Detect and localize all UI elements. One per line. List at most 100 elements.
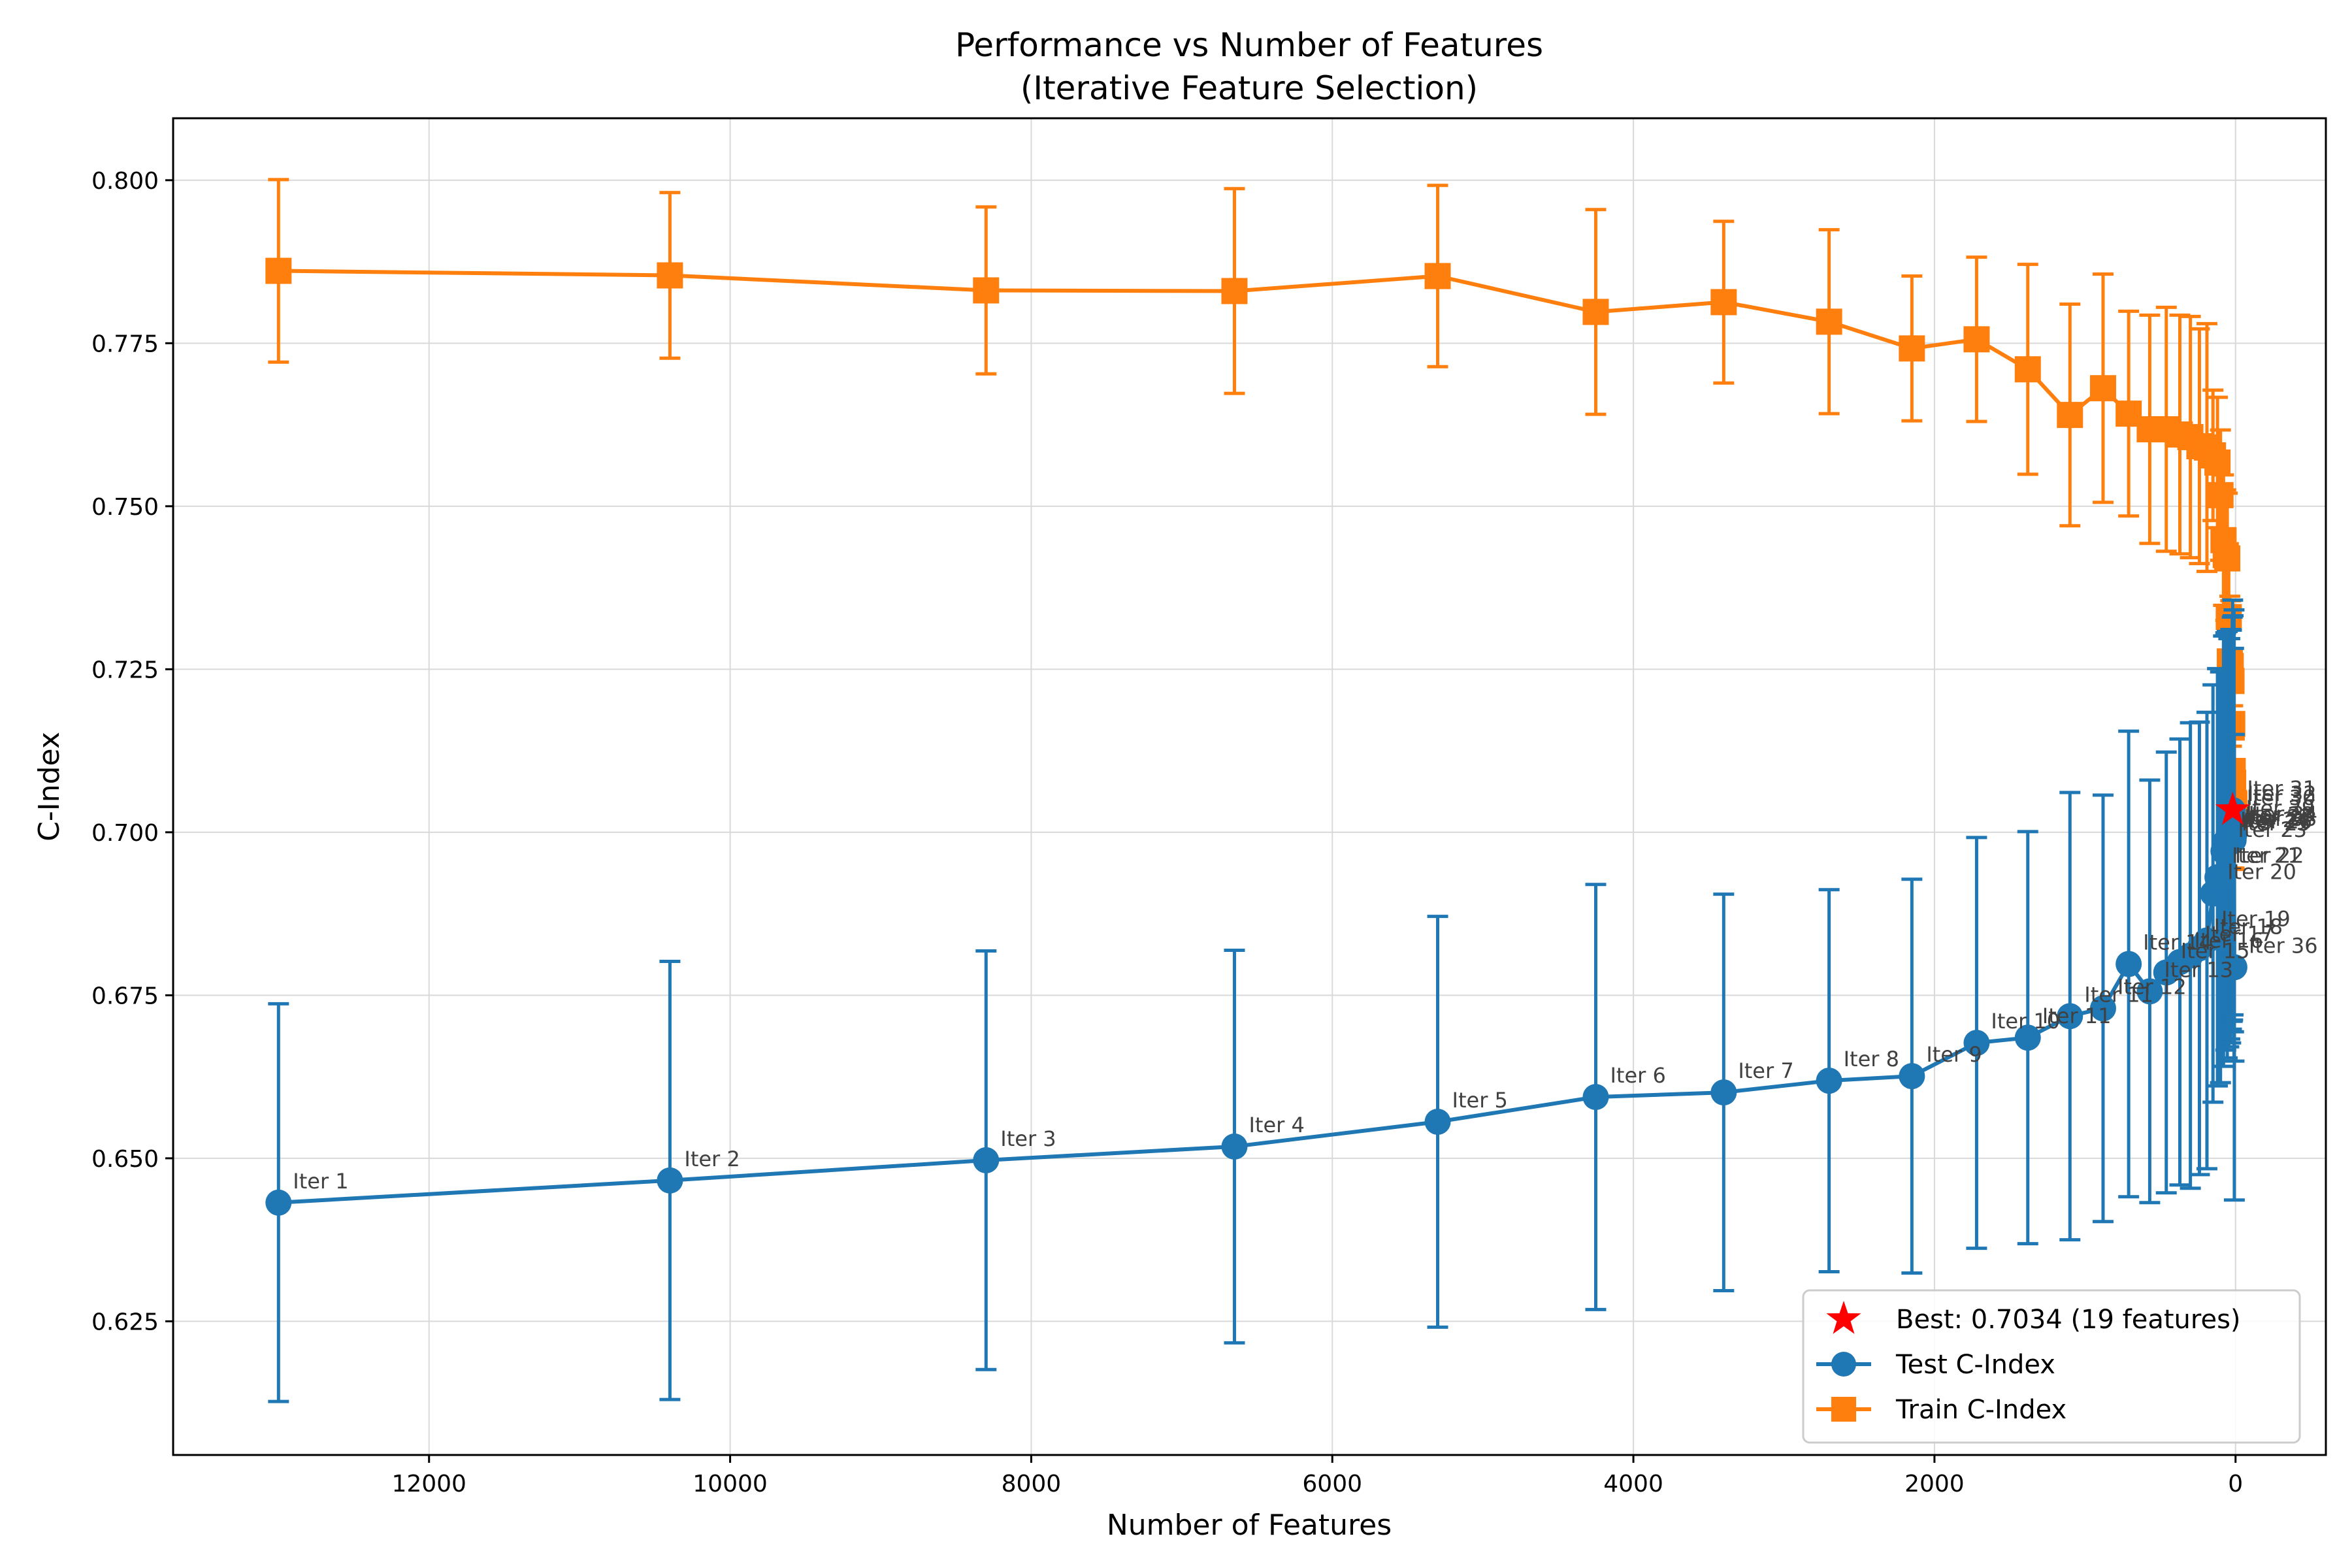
legend: Best: 0.7034 (19 features) Test C-Index … xyxy=(1802,1289,2301,1444)
legend-train-square xyxy=(1831,1397,1856,1422)
iteration-label: Iter 11 xyxy=(2084,982,2153,1007)
grid xyxy=(173,118,2326,1455)
y-tick-label: 0.800 xyxy=(91,168,159,195)
test-point xyxy=(2136,978,2163,1005)
test-point xyxy=(2089,995,2116,1022)
test-point xyxy=(2057,1003,2083,1030)
test-point xyxy=(1424,1108,1451,1135)
iteration-label: Iter 14 xyxy=(2143,930,2212,955)
iteration-label: Iter 36 xyxy=(2249,933,2318,958)
test-point xyxy=(1221,1133,1248,1160)
iteration-label: Iter 34 xyxy=(2248,802,2317,826)
train-point xyxy=(1710,289,1737,316)
train-series xyxy=(265,178,2247,872)
iteration-label: Iter 5 xyxy=(1452,1088,1508,1113)
best-point-star xyxy=(2215,791,2250,825)
iteration-label: Iter 4 xyxy=(1249,1113,1304,1137)
train-point xyxy=(2089,375,2116,402)
y-tick-label: 0.625 xyxy=(91,1309,159,1335)
chart-title: Performance vs Number of Features xyxy=(955,26,1543,64)
train-point xyxy=(657,262,683,289)
legend-train-marker-icon xyxy=(1816,1397,1871,1422)
train-point xyxy=(1899,335,1925,362)
y-tick-label: 0.650 xyxy=(91,1146,159,1173)
test-series xyxy=(265,598,2247,1403)
test-point xyxy=(2115,951,2142,977)
legend-train-label: Train C-Index xyxy=(1895,1395,2066,1425)
plot-area: Iter 1 Iter 2 Iter 3 Iter 4 Iter 5 Iter 6 Iter… xyxy=(265,178,2318,1403)
iteration-label: Iter 9 xyxy=(1926,1042,1982,1067)
test-point xyxy=(1816,1068,1842,1094)
axis-ticks: 12000 10000 8000 6000 4000 2000 0 0.625 0.650 0.6… xyxy=(91,168,2243,1497)
iteration-label: Iter 7 xyxy=(1738,1058,1793,1083)
x-tick-label: 2000 xyxy=(1904,1471,1965,1497)
test-point xyxy=(2221,822,2247,849)
iteration-label: Iter 26 xyxy=(2243,809,2312,834)
iteration-label: Iter 6 xyxy=(1610,1063,1665,1088)
train-point xyxy=(2207,482,2234,508)
test-point xyxy=(2207,864,2234,890)
iteration-label: Iter 30 xyxy=(2247,785,2316,810)
test-point xyxy=(2193,927,2220,954)
legend-best-star-icon xyxy=(1826,1301,1861,1334)
iteration-labels: Iter 1 Iter 2 Iter 3 Iter 4 Iter 5 Iter 6 Iter… xyxy=(293,776,2317,1194)
test-point xyxy=(2014,1024,2041,1051)
x-tick-label: 6000 xyxy=(1302,1471,1362,1497)
iteration-label: Iter 22 xyxy=(2235,843,2304,868)
iteration-label: Iter 28 xyxy=(2245,802,2314,827)
legend-best-star xyxy=(1826,1301,1861,1334)
iteration-label: Iter 13 xyxy=(2164,957,2233,982)
iteration-label: Iter 25 xyxy=(2242,811,2311,836)
test-point xyxy=(973,1147,1000,1173)
iteration-label: Iter 29 xyxy=(2246,796,2315,821)
iteration-label: Iter 1 xyxy=(293,1169,348,1194)
y-tick-label: 0.750 xyxy=(91,494,159,521)
train-point xyxy=(1424,263,1451,289)
iteration-label: Iter 16 xyxy=(2194,928,2263,953)
legend-best-label: Best: 0.7034 (19 features) xyxy=(1896,1305,2241,1335)
train-point xyxy=(1582,299,1609,325)
legend-test-label: Test C-Index xyxy=(1895,1350,2055,1380)
train-line xyxy=(278,269,2236,805)
train-point xyxy=(2057,402,2083,429)
x-tick-label: 8000 xyxy=(1002,1471,1062,1497)
iteration-label: Iter 18 xyxy=(2213,915,2283,939)
iteration-label: Iter 8 xyxy=(1844,1047,1899,1071)
iteration-label: Iter 31 xyxy=(2247,776,2316,801)
chart-subtitle: (Iterative Feature Selection) xyxy=(1021,69,1478,107)
x-tick-label: 10000 xyxy=(693,1471,768,1497)
iteration-label: Iter 32 xyxy=(2247,781,2317,806)
train-point xyxy=(973,277,1000,304)
plot-frame xyxy=(172,117,2327,1456)
train-point xyxy=(2214,545,2241,572)
train-point xyxy=(1816,308,1842,335)
iteration-label: Iter 2 xyxy=(684,1147,740,1171)
test-point xyxy=(1963,1030,1990,1056)
test-point xyxy=(1899,1063,1925,1090)
iteration-label: Iter 10 xyxy=(1991,1009,2060,1034)
x-tick-label: 0 xyxy=(2228,1471,2243,1497)
y-axis-title: C-Index xyxy=(33,732,66,841)
x-tick-label: 12000 xyxy=(391,1471,466,1497)
x-tick-label: 4000 xyxy=(1603,1471,1663,1497)
iteration-label: Iter 3 xyxy=(1000,1126,1056,1151)
iteration-label: Iter 11 xyxy=(2042,1004,2112,1028)
iteration-label: Iter 19 xyxy=(2221,907,2291,932)
y-tick-label: 0.700 xyxy=(91,820,159,847)
iteration-label: Iter 27 xyxy=(2244,805,2313,830)
train-point xyxy=(2014,356,2041,383)
legend-box xyxy=(1802,1289,2301,1444)
iteration-label: Iter 15 xyxy=(2181,938,2250,963)
iteration-label: Iter 33 xyxy=(2248,806,2317,831)
iteration-label: Iter 21 xyxy=(2232,843,2301,868)
iteration-label: Iter 24 xyxy=(2240,808,2310,832)
iteration-label: Iter 23 xyxy=(2238,817,2307,842)
y-tick-label: 0.775 xyxy=(91,331,159,357)
y-tick-label: 0.725 xyxy=(91,657,159,683)
test-point xyxy=(1582,1084,1609,1111)
test-point xyxy=(1710,1079,1737,1106)
train-point xyxy=(1963,326,1990,353)
train-point xyxy=(1221,278,1248,304)
test-point xyxy=(2221,954,2247,981)
